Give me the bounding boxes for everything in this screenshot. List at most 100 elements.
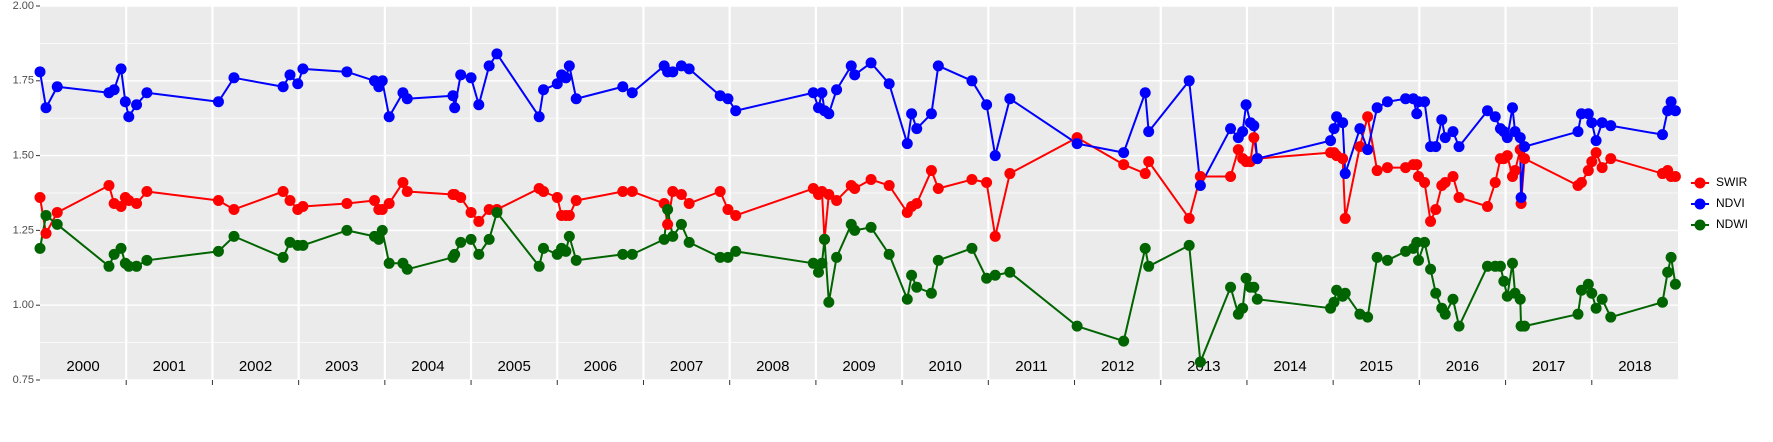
- point: [1411, 236, 1423, 248]
- point: [131, 260, 143, 272]
- point: [373, 233, 385, 245]
- point: [865, 174, 877, 186]
- point: [1582, 108, 1594, 120]
- point: [1605, 153, 1617, 165]
- point: [1362, 144, 1374, 156]
- point: [551, 78, 563, 90]
- point: [473, 248, 485, 260]
- point: [1596, 293, 1608, 305]
- point: [1339, 212, 1351, 224]
- point: [981, 99, 993, 111]
- point: [1251, 293, 1263, 305]
- point: [1498, 275, 1510, 287]
- year-label: 2012: [1101, 358, 1134, 375]
- point: [212, 194, 224, 206]
- point: [1596, 117, 1608, 129]
- point: [40, 227, 52, 239]
- year-label: 2006: [584, 358, 617, 375]
- point: [34, 242, 46, 254]
- point: [297, 200, 309, 212]
- point: [849, 183, 861, 195]
- y-tick-label: 1.00: [13, 299, 34, 311]
- point: [1143, 156, 1155, 168]
- point: [1354, 123, 1366, 135]
- point: [1413, 254, 1425, 266]
- point: [1071, 138, 1083, 150]
- point: [1004, 93, 1016, 105]
- point: [667, 230, 679, 242]
- point: [491, 206, 503, 218]
- year-label: 2010: [929, 358, 962, 375]
- point: [212, 245, 224, 257]
- point: [551, 191, 563, 203]
- point: [40, 102, 52, 114]
- point: [812, 266, 824, 278]
- point: [816, 257, 828, 269]
- year-label: 2005: [497, 358, 530, 375]
- point: [473, 215, 485, 227]
- point: [966, 174, 978, 186]
- point: [277, 251, 289, 263]
- point: [1439, 308, 1451, 320]
- point: [465, 206, 477, 218]
- point: [1489, 111, 1501, 123]
- point: [906, 108, 918, 120]
- point: [1251, 153, 1263, 165]
- point: [1328, 123, 1340, 135]
- point: [1447, 293, 1459, 305]
- point: [141, 186, 153, 198]
- point: [1481, 260, 1493, 272]
- point: [823, 108, 835, 120]
- point: [1596, 162, 1608, 174]
- point: [1004, 168, 1016, 180]
- point: [455, 236, 467, 248]
- point: [1362, 311, 1374, 323]
- point: [730, 245, 742, 257]
- point: [1381, 162, 1393, 174]
- point: [1430, 141, 1442, 153]
- point: [626, 248, 638, 260]
- point: [932, 183, 944, 195]
- point: [981, 272, 993, 284]
- point: [1240, 272, 1252, 284]
- point: [1371, 251, 1383, 263]
- point: [34, 191, 46, 203]
- point: [901, 293, 913, 305]
- point: [1515, 191, 1527, 203]
- point: [1481, 200, 1493, 212]
- point: [1662, 105, 1674, 117]
- point: [819, 233, 831, 245]
- point: [455, 69, 467, 81]
- point: [1519, 153, 1531, 165]
- point: [1665, 251, 1677, 263]
- point: [277, 186, 289, 198]
- point: [722, 251, 734, 263]
- point: [1481, 105, 1493, 117]
- legend-point: [1694, 219, 1706, 231]
- point: [1489, 177, 1501, 189]
- year-label: 2009: [842, 358, 875, 375]
- point: [667, 66, 679, 78]
- point: [911, 123, 923, 135]
- point: [1447, 171, 1459, 183]
- point: [34, 66, 46, 78]
- point: [901, 138, 913, 150]
- point: [1425, 215, 1437, 227]
- point: [1501, 150, 1513, 162]
- point: [537, 186, 549, 198]
- point: [1453, 141, 1465, 153]
- point: [1665, 96, 1677, 108]
- point: [925, 108, 937, 120]
- year-label: 2017: [1532, 358, 1565, 375]
- point: [228, 72, 240, 84]
- point: [683, 63, 695, 75]
- point: [284, 69, 296, 81]
- point: [675, 188, 687, 200]
- point: [906, 269, 918, 281]
- point: [831, 84, 843, 96]
- year-label: 2003: [325, 358, 358, 375]
- point: [1139, 168, 1151, 180]
- point: [1586, 156, 1598, 168]
- year-label: 2000: [66, 358, 99, 375]
